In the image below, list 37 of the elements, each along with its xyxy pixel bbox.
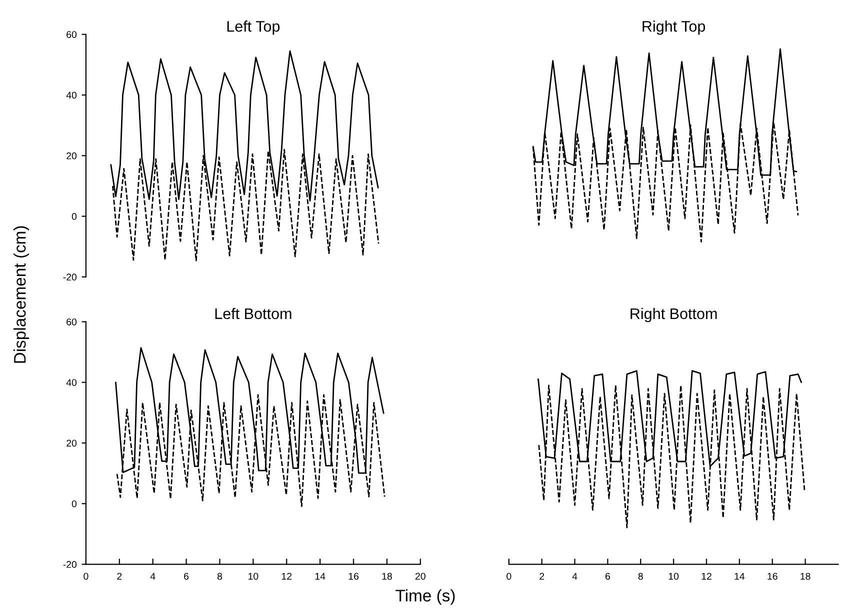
x-tick-label: 4 xyxy=(572,572,578,580)
x-tick-label: 0 xyxy=(506,572,512,580)
x-tick-label: 16 xyxy=(348,572,358,580)
chart-title: Right Top xyxy=(642,20,706,35)
x-tick-label: 18 xyxy=(800,572,810,580)
x-tick-label: 2 xyxy=(117,572,122,580)
x-tick-label: 10 xyxy=(248,572,258,580)
x-tick-label: 14 xyxy=(315,572,326,580)
x-axis-title: Time (s) xyxy=(396,589,455,605)
y-tick-label: 40 xyxy=(66,379,77,386)
x-tick-label: 0 xyxy=(84,572,88,580)
x-tick-label: 20 xyxy=(415,572,426,580)
y-tick-label: 0 xyxy=(72,500,77,508)
y-tick-label: 0 xyxy=(72,213,77,220)
x-tick-label: 8 xyxy=(217,572,222,580)
chart-title: Left Bottom xyxy=(215,308,292,320)
chart-title: Left Top xyxy=(227,20,280,35)
y-tick-label: 20 xyxy=(66,152,77,160)
x-tick-label: 12 xyxy=(702,572,712,580)
y-tick-label: 20 xyxy=(66,440,77,447)
x-tick-label: 18 xyxy=(382,572,392,580)
x-tick-label: 2 xyxy=(540,572,544,580)
x-tick-label: 16 xyxy=(768,572,778,580)
x-tick-label: 6 xyxy=(184,572,189,580)
y-axis-title: Displacement (cm) xyxy=(14,226,30,363)
y-tick-label: 60 xyxy=(66,318,77,326)
x-tick-label: 14 xyxy=(734,572,745,580)
x-tick-label: 4 xyxy=(150,572,156,580)
chart-title: Right Bottom xyxy=(630,308,717,322)
x-tick-label: 12 xyxy=(282,572,292,580)
y-tick-label: 60 xyxy=(66,31,77,38)
x-tick-label: 8 xyxy=(638,572,643,580)
x-tick-label: 10 xyxy=(668,572,679,580)
y-tick-label: -20 xyxy=(63,274,77,281)
x-tick-label: 6 xyxy=(605,572,610,580)
y-tick-label: -20 xyxy=(63,561,77,568)
y-tick-label: 40 xyxy=(66,92,77,99)
